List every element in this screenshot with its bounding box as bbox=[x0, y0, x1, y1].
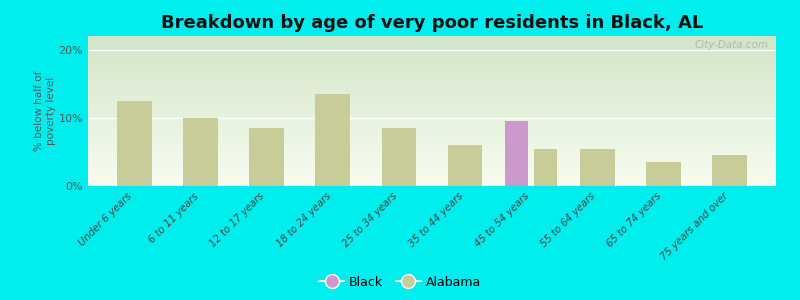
Bar bbox=[117, 101, 152, 186]
Text: City-Data.com: City-Data.com bbox=[695, 40, 769, 50]
Title: Breakdown by age of very poor residents in Black, AL: Breakdown by age of very poor residents … bbox=[161, 14, 703, 32]
Y-axis label: % below half of
poverty level: % below half of poverty level bbox=[34, 71, 56, 151]
Bar bbox=[505, 121, 528, 186]
Bar bbox=[183, 118, 218, 186]
Bar bbox=[580, 148, 614, 186]
Bar bbox=[315, 94, 350, 186]
Bar bbox=[646, 162, 681, 186]
Bar bbox=[712, 155, 747, 186]
Legend: Black, Alabama: Black, Alabama bbox=[314, 271, 486, 294]
Bar bbox=[534, 148, 558, 186]
Bar bbox=[382, 128, 416, 186]
Bar bbox=[448, 145, 482, 186]
Bar bbox=[250, 128, 284, 186]
